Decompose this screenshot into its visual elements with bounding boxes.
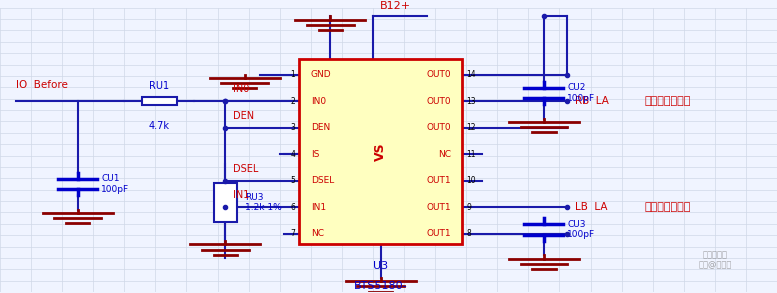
Text: RU3
1.2k 1%: RU3 1.2k 1%: [245, 193, 281, 212]
Text: OUT1: OUT1: [426, 229, 451, 238]
Bar: [214, 183, 237, 222]
Text: 4: 4: [291, 150, 295, 159]
Text: 2: 2: [291, 97, 295, 105]
Text: RU1: RU1: [149, 81, 169, 91]
Text: 12: 12: [466, 123, 476, 132]
Text: OUT1: OUT1: [426, 203, 451, 212]
Text: IN1: IN1: [233, 190, 249, 200]
Text: DEN: DEN: [311, 123, 330, 132]
Text: 右前转向灯输出: 右前转向灯输出: [645, 96, 692, 106]
Text: 5: 5: [291, 176, 295, 185]
Text: IS: IS: [311, 150, 319, 159]
Bar: [141, 97, 177, 105]
Text: OUT1: OUT1: [426, 176, 451, 185]
Text: 6: 6: [291, 203, 295, 212]
Text: IN0: IN0: [311, 97, 326, 105]
Text: B12+: B12+: [381, 1, 412, 11]
Text: CU2
100pF: CU2 100pF: [567, 83, 595, 103]
Text: IO  Before: IO Before: [16, 80, 68, 90]
Text: 3: 3: [291, 123, 295, 132]
Text: CU1
100pF: CU1 100pF: [101, 174, 129, 194]
Text: BTS5180-: BTS5180-: [354, 281, 408, 291]
Text: 14: 14: [466, 70, 476, 79]
Text: OUT0: OUT0: [426, 123, 451, 132]
Text: 左前转向灯输出: 左前转向灯输出: [645, 202, 692, 212]
Text: 11: 11: [466, 150, 476, 159]
Text: CU3
100pF: CU3 100pF: [567, 220, 595, 239]
Text: U3: U3: [373, 261, 388, 271]
Text: VS: VS: [375, 142, 387, 161]
Text: 13: 13: [466, 97, 476, 105]
Text: LB  LA: LB LA: [575, 202, 608, 212]
Text: DEN: DEN: [233, 110, 254, 120]
Text: 1: 1: [291, 70, 295, 79]
Text: 电路一点通
头条@芯片哥: 电路一点通 头条@芯片哥: [699, 250, 731, 269]
Text: 8: 8: [466, 229, 471, 238]
Text: DSEL: DSEL: [311, 176, 334, 185]
Bar: [299, 59, 462, 244]
Text: OUT0: OUT0: [426, 70, 451, 79]
Text: GND: GND: [311, 70, 332, 79]
Text: 9: 9: [466, 203, 471, 212]
Text: 10: 10: [466, 176, 476, 185]
Text: RB  LA: RB LA: [575, 96, 609, 106]
Text: NC: NC: [311, 229, 324, 238]
Text: IN0: IN0: [233, 84, 249, 94]
Text: DSEL: DSEL: [233, 163, 259, 173]
Text: 7: 7: [291, 229, 295, 238]
Text: IN1: IN1: [311, 203, 326, 212]
Text: OUT0: OUT0: [426, 97, 451, 105]
Text: 4.7k: 4.7k: [148, 121, 170, 131]
Text: NC: NC: [437, 150, 451, 159]
